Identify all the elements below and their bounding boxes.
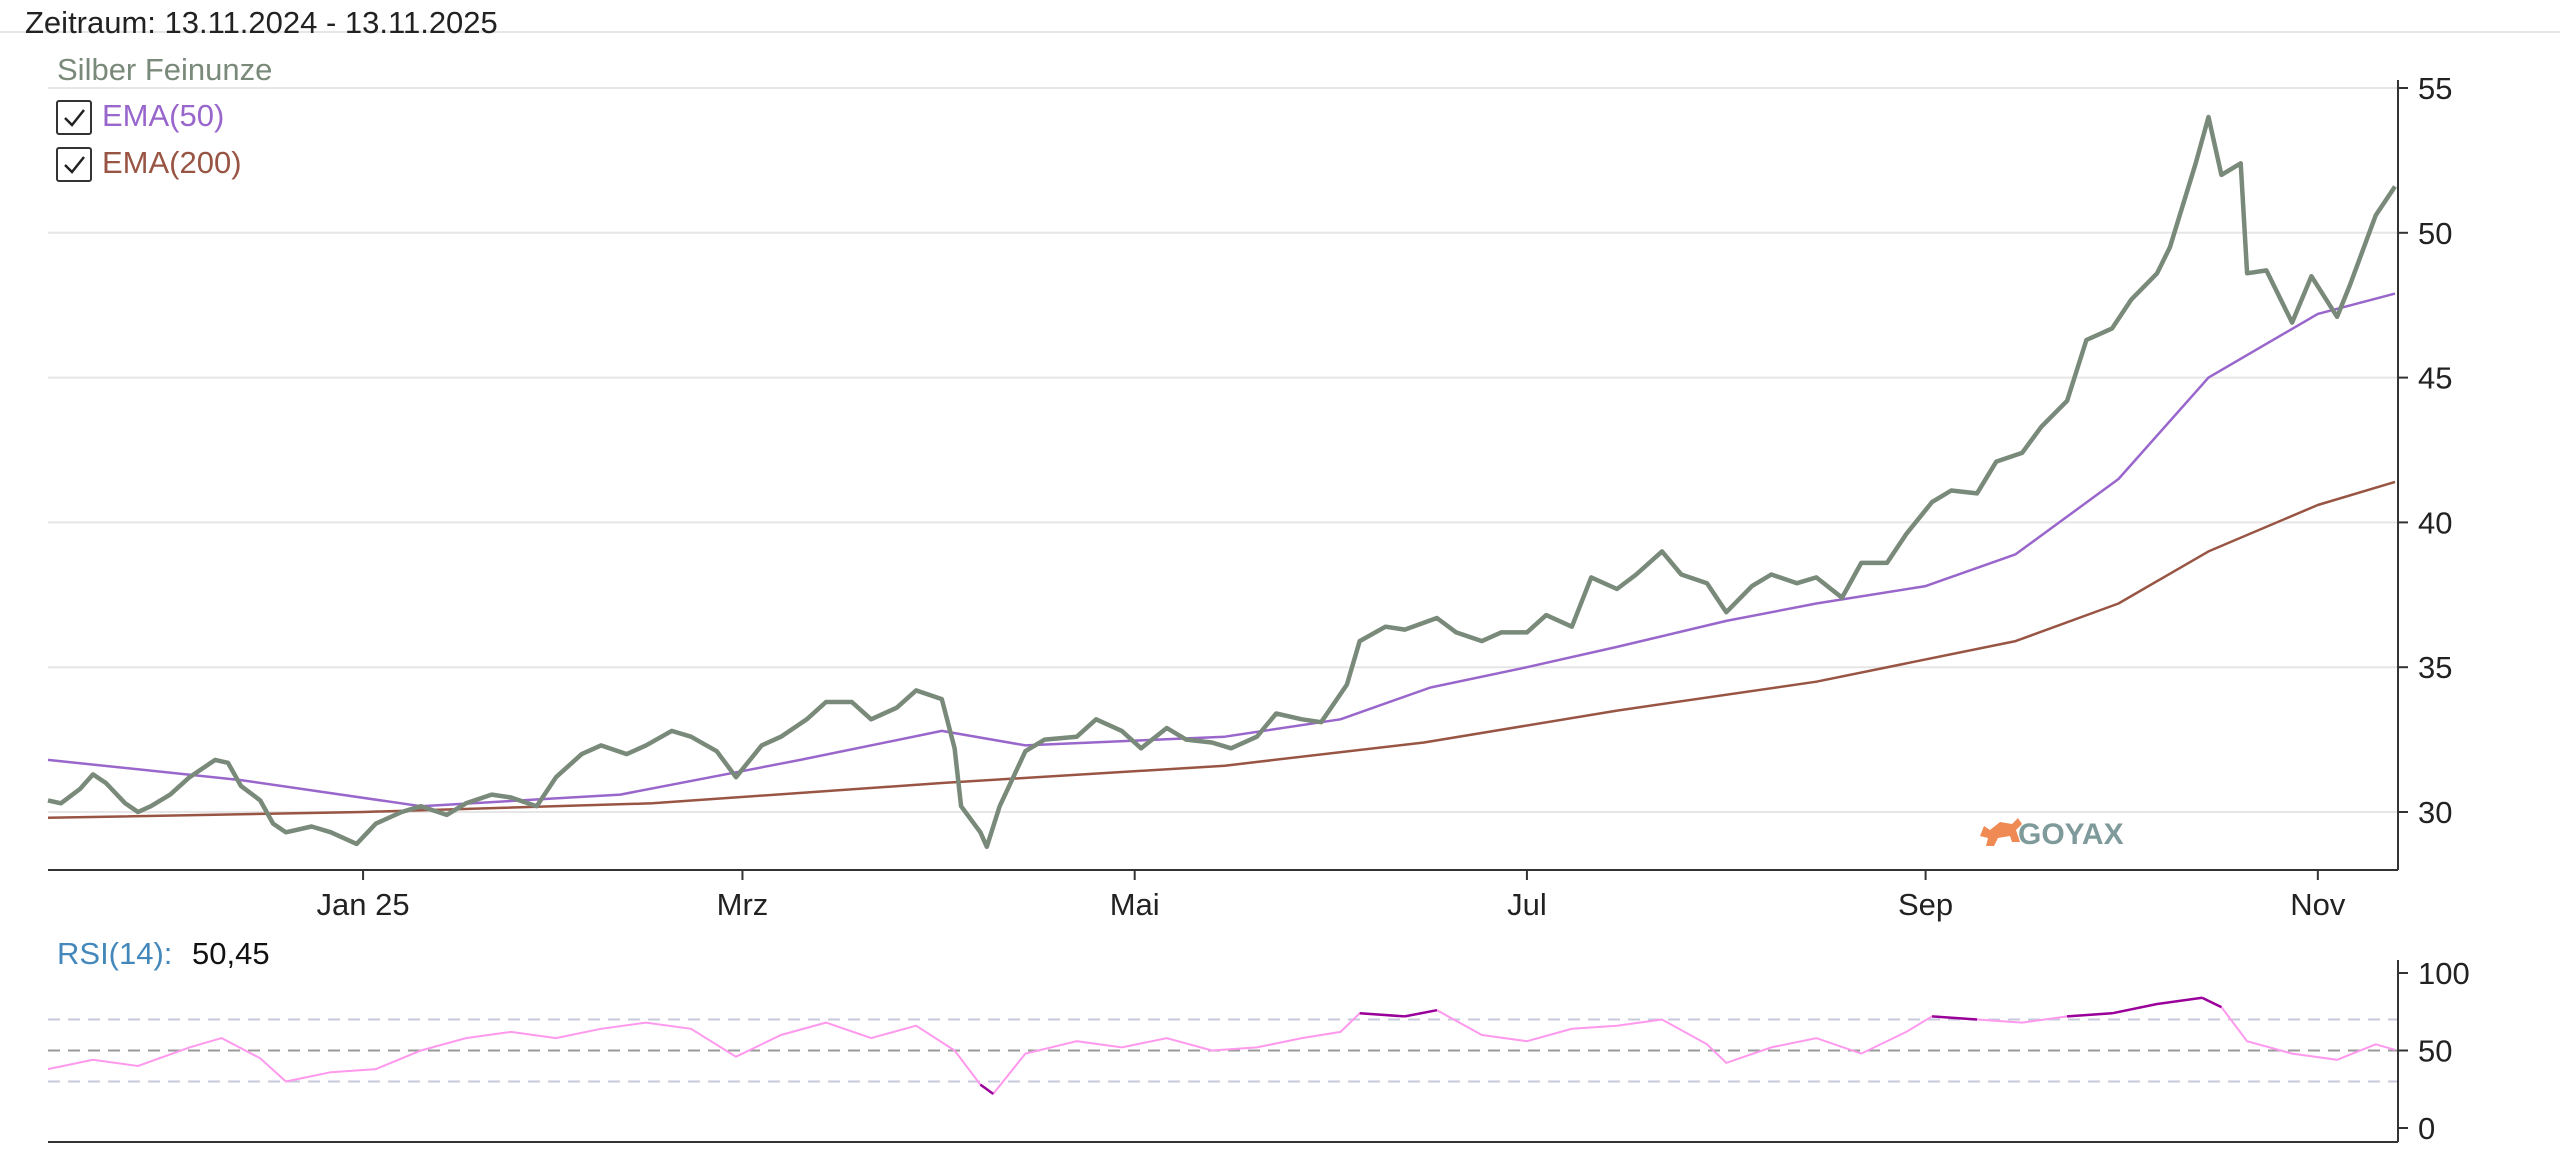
price-line xyxy=(47,114,2397,850)
price-x-ticks: Jan 25 Mrz Mai Jul Sep Nov xyxy=(317,870,2346,922)
ema200-toggle[interactable]: EMA(200) xyxy=(56,145,242,182)
price-y-tick-label: 40 xyxy=(2418,505,2452,540)
rsi-extreme-segment xyxy=(1931,1015,1978,1021)
watermark-text: GOYAX xyxy=(2018,818,2124,851)
price-x-tick-label: Jul xyxy=(1507,887,1547,922)
price-gridlines xyxy=(48,87,2398,813)
price-y-tick-label: 30 xyxy=(2418,795,2452,830)
price-x-tick-label: Mai xyxy=(1110,887,1160,922)
price-x-tick-label: Nov xyxy=(2290,887,2346,922)
rsi-y-tick-label: 0 xyxy=(2418,1111,2435,1146)
rsi-extreme-segment xyxy=(2156,996,2203,1006)
ema50-line xyxy=(47,292,2396,808)
legend: Silber Feinunze EMA(50) EMA(200) xyxy=(56,52,272,182)
legend-ema50-label[interactable]: EMA(50) xyxy=(102,98,224,133)
rsi-series-group xyxy=(47,996,2396,1096)
legend-main-label: Silber Feinunze xyxy=(57,52,272,87)
ema50-toggle[interactable]: EMA(50) xyxy=(56,98,224,135)
rsi-extreme-segment xyxy=(979,1083,994,1095)
price-x-tick-label: Sep xyxy=(1898,887,1953,922)
rsi-line xyxy=(47,996,2396,1096)
bull-icon xyxy=(1980,818,2022,846)
price-y-tick-label: 45 xyxy=(2418,361,2452,396)
rsi-y-tick-label: 50 xyxy=(2418,1034,2452,1069)
rsi-label: RSI(14): xyxy=(57,936,172,971)
price-x-tick-label: Jan 25 xyxy=(317,887,410,922)
price-y-tick-label: 50 xyxy=(2418,216,2452,251)
price-chart: Jan 25 Mrz Mai Jul Sep Nov 30 35 40 45 50 55 xyxy=(47,71,2452,922)
ema200-checkbox[interactable] xyxy=(56,147,92,182)
price-series-group xyxy=(47,114,2397,850)
rsi-extreme-segment xyxy=(1359,1012,1405,1018)
price-y-ticks: 30 35 40 45 50 55 xyxy=(2398,71,2452,830)
rsi-y-tick-label: 100 xyxy=(2418,956,2470,991)
rsi-extreme-segment xyxy=(2066,1012,2113,1018)
price-y-tick-label: 35 xyxy=(2418,650,2452,685)
price-x-tick-label: Mrz xyxy=(717,887,769,922)
rsi-value: 50,45 xyxy=(192,936,270,971)
ema50-checkbox[interactable] xyxy=(56,100,92,135)
price-y-tick-label: 55 xyxy=(2418,71,2452,106)
legend-ema200-label[interactable]: EMA(200) xyxy=(102,145,242,180)
checkmark-icon xyxy=(64,109,85,127)
rsi-y-ticks: 0 50 100 xyxy=(2398,956,2470,1146)
checkmark-icon xyxy=(64,156,85,174)
period-label: Zeitraum: 13.11.2024 - 13.11.2025 xyxy=(25,5,498,40)
rsi-chart: RSI(14): 50,45 0 50 100 xyxy=(47,936,2470,1146)
rsi-extreme-segment xyxy=(1404,1008,1438,1018)
rsi-extreme-segment xyxy=(2201,996,2222,1009)
ema200-line xyxy=(47,480,2396,820)
rsi-extreme-segment xyxy=(2111,1002,2158,1015)
goyax-logo: GOYAX xyxy=(1980,818,2124,851)
rsi-reference-lines xyxy=(48,1018,2398,1083)
